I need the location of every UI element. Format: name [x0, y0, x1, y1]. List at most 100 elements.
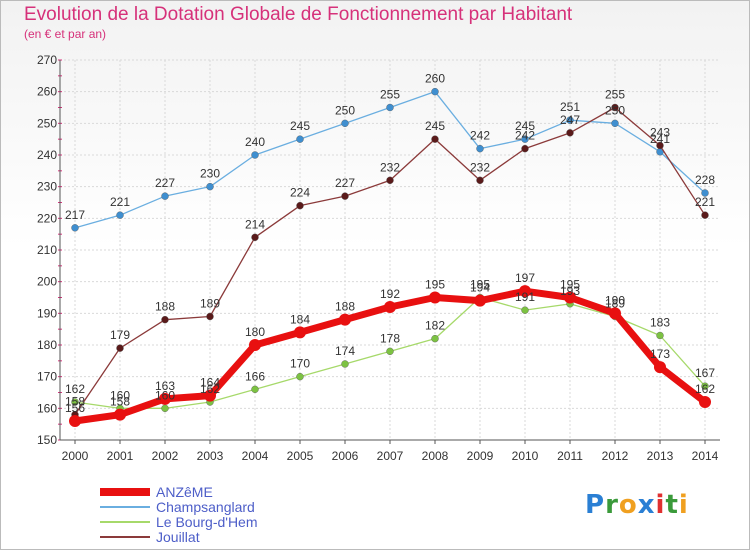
data-point-le-bourg-d-hem	[341, 360, 349, 368]
data-label-anz-me: 163	[155, 379, 175, 393]
data-label-le-bourg-d-hem: 191	[515, 290, 535, 304]
data-label-anz-me: 195	[425, 278, 445, 292]
data-point-champsanglard	[386, 103, 394, 112]
y-tick-label: 240	[37, 148, 57, 162]
data-point-le-bourg-d-hem	[251, 385, 259, 394]
data-point-champsanglard	[701, 189, 709, 197]
data-point-jouillat	[341, 192, 349, 200]
legend-swatch	[100, 521, 150, 523]
data-label-le-bourg-d-hem: 162	[65, 382, 85, 396]
data-label-le-bourg-d-hem: 160	[155, 388, 175, 402]
data-point-champsanglard	[161, 192, 169, 200]
data-point-jouillat	[566, 129, 574, 137]
logo-letter: r	[605, 490, 619, 520]
x-tick-label: 2004	[242, 449, 269, 463]
data-label-jouillat: 188	[155, 300, 175, 314]
y-tick-label: 180	[37, 338, 57, 352]
data-point-jouillat	[701, 211, 709, 219]
data-label-jouillat: 242	[515, 129, 535, 143]
data-point-anz-me	[294, 326, 306, 339]
x-tick-label: 2003	[197, 449, 224, 463]
data-label-champsanglard: 250	[335, 103, 355, 117]
data-point-champsanglard	[116, 211, 124, 219]
data-point-anz-me	[69, 415, 81, 427]
data-label-le-bourg-d-hem: 166	[245, 369, 265, 383]
data-label-jouillat: 255	[605, 88, 625, 102]
data-point-anz-me	[339, 313, 351, 326]
legend-item-anzeme: ANZêME	[100, 484, 213, 500]
data-label-anz-me: 173	[650, 347, 670, 361]
data-label-champsanglard: 242	[470, 129, 490, 143]
data-point-jouillat	[431, 135, 439, 143]
x-tick-label: 2010	[512, 449, 539, 463]
data-label-champsanglard: 255	[380, 88, 400, 102]
data-point-jouillat	[521, 144, 529, 153]
data-label-le-bourg-d-hem: 193	[560, 284, 580, 298]
data-label-jouillat: 214	[245, 217, 265, 231]
data-label-champsanglard: 217	[65, 208, 85, 222]
legend-label: Jouillat	[156, 529, 200, 545]
data-label-jouillat: 247	[560, 113, 580, 127]
x-tick-label: 2012	[602, 449, 629, 463]
data-point-jouillat	[386, 176, 394, 185]
data-point-le-bourg-d-hem	[656, 331, 664, 340]
data-point-champsanglard	[296, 135, 304, 143]
data-label-anz-me: 190	[605, 293, 625, 307]
data-label-le-bourg-d-hem: 189	[605, 297, 625, 311]
y-tick-label: 230	[37, 180, 57, 194]
x-tick-label: 2001	[107, 449, 134, 463]
logo-letter: P	[585, 490, 606, 520]
data-label-anz-me: 156	[65, 401, 85, 415]
legend-swatch	[100, 506, 150, 508]
data-label-le-bourg-d-hem: 160	[110, 388, 130, 402]
data-point-jouillat	[206, 312, 214, 321]
data-point-anz-me	[249, 339, 261, 351]
data-point-anz-me	[159, 392, 171, 405]
data-point-jouillat	[476, 176, 484, 185]
x-tick-label: 2011	[557, 449, 583, 463]
legend-item-champsanglard: Champsanglard	[100, 499, 255, 515]
data-point-anz-me	[609, 307, 621, 320]
data-label-le-bourg-d-hem: 178	[380, 331, 400, 345]
data-label-champsanglard: 227	[155, 176, 175, 190]
data-label-anz-me: 164	[200, 376, 220, 390]
data-point-champsanglard	[476, 144, 484, 153]
y-tick-label: 220	[37, 211, 57, 225]
data-point-champsanglard	[431, 87, 439, 96]
data-label-jouillat: 243	[650, 126, 670, 140]
data-label-champsanglard: 241	[650, 132, 670, 146]
data-point-jouillat	[116, 344, 124, 352]
data-label-le-bourg-d-hem: 183	[650, 316, 670, 330]
data-point-le-bourg-d-hem	[161, 404, 169, 413]
x-tick-label: 2002	[152, 449, 179, 463]
data-point-champsanglard	[611, 119, 619, 128]
data-label-champsanglard: 245	[515, 119, 535, 133]
data-label-champsanglard: 240	[245, 135, 265, 149]
x-tick-label: 2009	[467, 449, 494, 463]
data-label-jouillat: 189	[200, 297, 220, 311]
legend-item-jouillat: Jouillat	[100, 529, 200, 545]
x-tick-label: 2008	[422, 449, 449, 463]
data-label-champsanglard: 228	[695, 173, 715, 187]
logo-letter: t	[665, 490, 679, 520]
data-label-jouillat: 227	[335, 176, 355, 190]
y-tick-label: 200	[37, 275, 57, 289]
data-point-le-bourg-d-hem	[296, 372, 304, 381]
data-label-le-bourg-d-hem: 182	[425, 319, 445, 333]
proxiti-logo: Proxiti	[585, 490, 689, 520]
data-point-champsanglard	[251, 151, 259, 159]
data-label-anz-me: 180	[245, 325, 265, 339]
y-tick-label: 270	[37, 53, 57, 67]
data-point-champsanglard	[341, 119, 349, 128]
data-label-anz-me: 194	[470, 281, 490, 295]
data-point-jouillat	[611, 103, 619, 112]
x-tick-label: 2007	[377, 449, 404, 463]
data-label-champsanglard: 260	[425, 72, 445, 86]
data-label-le-bourg-d-hem: 195	[470, 278, 490, 292]
data-point-champsanglard	[71, 224, 79, 232]
data-point-champsanglard	[206, 182, 214, 191]
data-point-le-bourg-d-hem	[701, 382, 709, 390]
data-label-le-bourg-d-hem: 174	[335, 344, 355, 358]
data-label-jouillat: 179	[110, 328, 130, 342]
legend-label: ANZêME	[156, 484, 213, 500]
